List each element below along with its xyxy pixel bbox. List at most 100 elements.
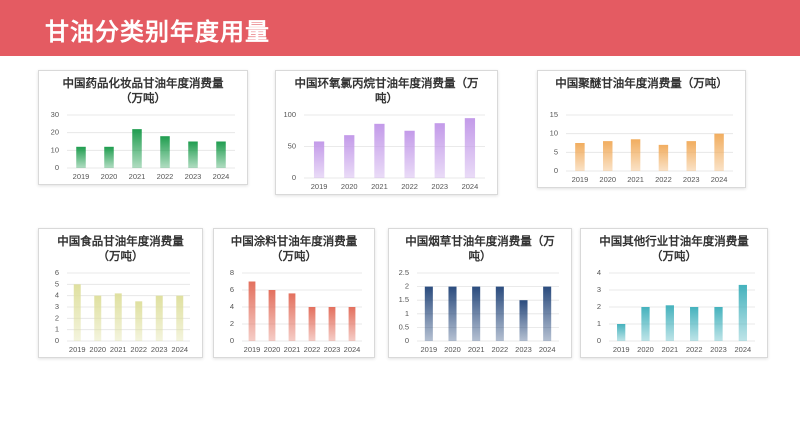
chart-card: 中国其他行业甘油年度消费量（万吨） 0 1 2 3 4 2019 2020 2021 2022 20… (580, 228, 768, 358)
y-tick-label: 6 (230, 285, 234, 294)
y-tick-label: 3 (597, 285, 601, 294)
x-tick-label: 2024 (344, 345, 361, 354)
slide-title: 甘油分类别年度用量 (45, 19, 270, 46)
bar (94, 295, 102, 341)
y-tick-label: 8 (230, 268, 234, 277)
plot: 0 5 10 15 2019 2020 2021 2022 2023 2024 (550, 110, 733, 184)
chart-title: 中国涂料甘油年度消费量（万吨） (230, 236, 358, 263)
chart-title: 中国聚醚甘油年度消费量（万吨） (555, 78, 728, 90)
bar (188, 141, 198, 168)
chart-card: 中国药品化妆品甘油年度消费量（万吨） 0 10 20 30 2019 2020 2021 202… (38, 70, 248, 185)
bar (714, 133, 724, 171)
x-tick-label: 2020 (101, 172, 118, 181)
bar (434, 123, 445, 178)
x-tick-label: 2024 (711, 175, 728, 184)
x-tick-label: 2019 (311, 182, 328, 191)
x-tick-label: 2019 (613, 345, 630, 354)
x-tick-label: 2024 (171, 345, 188, 354)
y-tick-label: 10 (51, 145, 59, 154)
bar (617, 324, 626, 341)
bar (690, 307, 699, 341)
y-tick-label: 2 (55, 313, 59, 322)
bar (603, 141, 613, 171)
x-tick-label: 2019 (69, 345, 86, 354)
bar (268, 290, 276, 341)
y-tick-label: 1 (597, 319, 601, 328)
y-tick-label: 10 (550, 129, 558, 138)
bar (641, 307, 650, 341)
bar (160, 136, 170, 168)
x-tick-label: 2021 (661, 345, 678, 354)
x-tick-label: 2023 (151, 345, 168, 354)
x-tick-label: 2021 (371, 182, 388, 191)
bar (248, 281, 256, 341)
chart-card: 中国环氧氯丙烷甘油年度消费量（万吨） 0 50 100 2019 2020 2021 2022… (275, 70, 498, 195)
x-tick-label: 2023 (185, 172, 202, 181)
x-tick-label: 2022 (491, 345, 508, 354)
y-tick-label: 4 (597, 268, 601, 277)
bar (216, 141, 226, 168)
x-tick-label: 2020 (341, 182, 358, 191)
y-tick-label: 1.5 (399, 295, 409, 304)
bar (424, 286, 433, 341)
bar (575, 143, 585, 171)
x-tick-label: 2024 (213, 172, 230, 181)
x-tick-label: 2019 (73, 172, 90, 181)
x-tick-label: 2020 (89, 345, 106, 354)
x-tick-label: 2020 (599, 175, 616, 184)
y-tick-label: 2 (597, 302, 601, 311)
x-tick-label: 2021 (284, 345, 301, 354)
y-tick-label: 0 (292, 173, 296, 182)
x-tick-label: 2023 (683, 175, 700, 184)
bar (464, 118, 476, 178)
bar (76, 146, 86, 168)
x-tick-label: 2022 (686, 345, 703, 354)
bar (495, 286, 504, 341)
x-tick-label: 2022 (401, 182, 418, 191)
x-tick-label: 2023 (431, 182, 448, 191)
chart-card: 中国聚醚甘油年度消费量（万吨） 0 5 10 15 2019 2020 2021 2022 202… (537, 70, 746, 188)
bar (176, 295, 184, 341)
x-tick-label: 2022 (655, 175, 672, 184)
plot: 0 50 100 2019 2020 2021 2022 2023 2024 (283, 110, 485, 191)
y-tick-label: 3 (55, 302, 59, 311)
y-tick-label: 1 (405, 309, 409, 318)
bar (104, 146, 114, 168)
y-tick-label: 0 (55, 163, 59, 172)
chart-title: 中国环氧氯丙烷甘油年度消费量（万吨） (294, 78, 479, 105)
x-tick-label: 2021 (627, 175, 644, 184)
y-tick-label: 0 (230, 336, 234, 345)
bar (630, 139, 641, 171)
bar (714, 307, 723, 341)
chart-card: 中国涂料甘油年度消费量（万吨） 0 2 4 6 8 2019 2020 2021 2022 2023… (213, 228, 375, 358)
x-tick-label: 2024 (539, 345, 556, 354)
y-tick-label: 0 (554, 166, 558, 175)
header-band: 甘油分类别年度用量 (0, 0, 800, 56)
x-tick-label: 2019 (244, 345, 261, 354)
y-tick-label: 20 (51, 128, 59, 137)
x-tick-label: 2023 (324, 345, 341, 354)
x-tick-label: 2021 (110, 345, 127, 354)
chart-title: 中国食品甘油年度消费量（万吨） (57, 236, 184, 263)
bar (135, 301, 143, 341)
bar (519, 300, 528, 341)
bar (132, 129, 142, 168)
bar (344, 135, 355, 178)
bar (543, 286, 552, 341)
y-tick-label: 0.5 (399, 322, 409, 331)
plot: 0 1 2 3 4 2019 2020 2021 2022 2023 2024 (597, 268, 755, 354)
bar (155, 295, 163, 341)
x-tick-label: 2021 (129, 172, 146, 181)
chart-title: 中国烟草甘油年度消费量（万吨） (405, 236, 555, 263)
y-tick-label: 0 (597, 336, 601, 345)
x-tick-label: 2020 (444, 345, 461, 354)
chart-title: 中国药品化妆品甘油年度消费量（万吨） (62, 78, 224, 105)
bar (738, 284, 747, 341)
y-tick-label: 0 (405, 336, 409, 345)
x-tick-label: 2021 (468, 345, 485, 354)
plot: 0 0.5 1 1.5 2 2.5 2019 2020 2021 2022 2023 2024 (399, 268, 559, 354)
y-tick-label: 4 (55, 291, 59, 300)
plot: 0 1 2 3 4 5 6 2019 2020 2021 2022 2023 2024 (55, 268, 190, 354)
bar (374, 123, 385, 178)
